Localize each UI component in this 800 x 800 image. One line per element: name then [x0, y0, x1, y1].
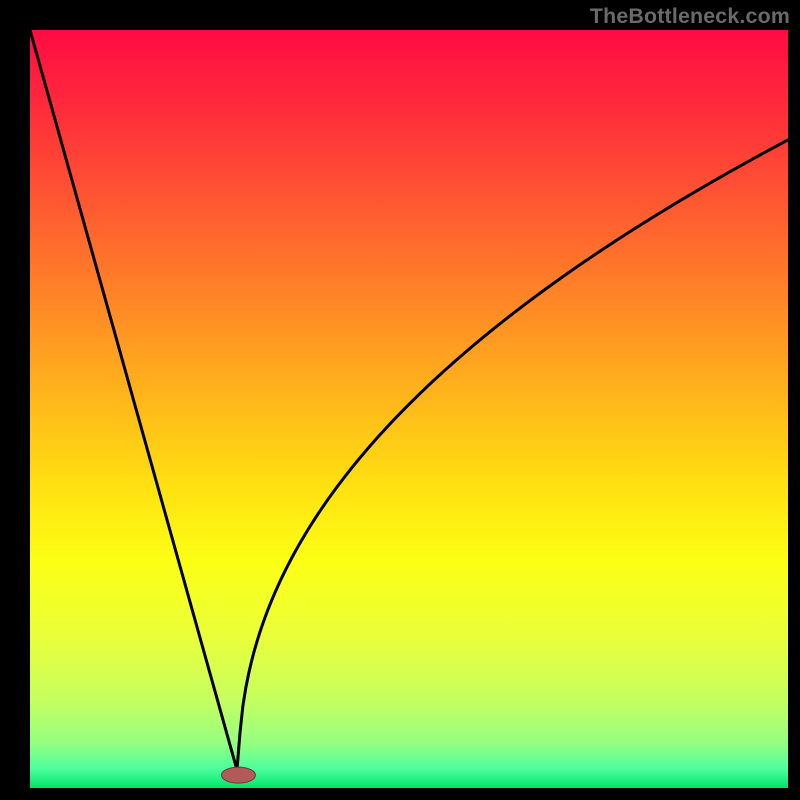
chart-plot-background: [30, 30, 788, 788]
chart-container: TheBottleneck.com: [0, 0, 800, 800]
optimum-marker: [221, 767, 255, 783]
watermark-text: TheBottleneck.com: [590, 4, 790, 29]
bottleneck-chart: [0, 0, 800, 800]
